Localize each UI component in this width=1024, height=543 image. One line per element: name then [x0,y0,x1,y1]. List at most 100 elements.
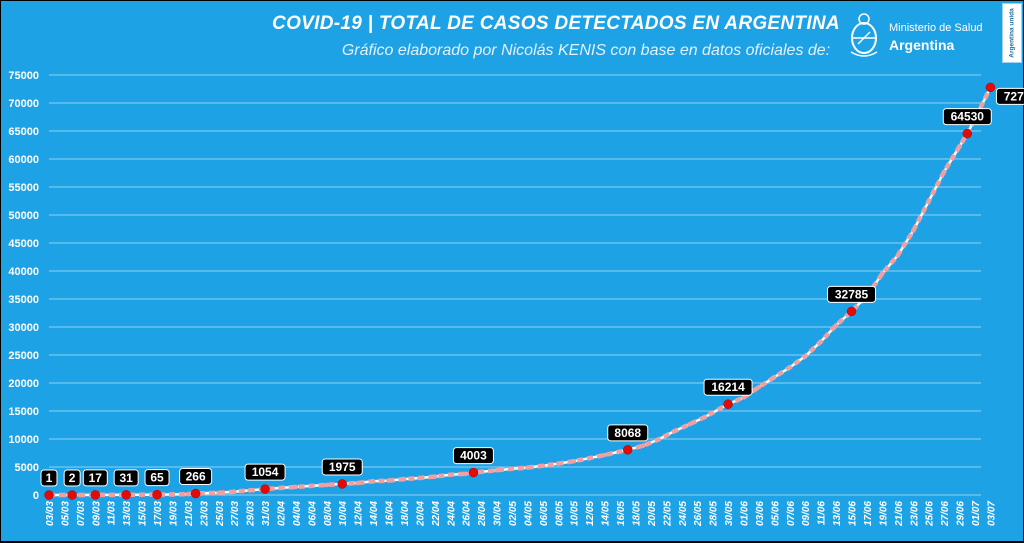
data-point [293,484,299,490]
highlight-marker [623,445,633,455]
data-point [370,479,376,484]
y-tick-label: 15000 [8,406,39,418]
x-tick-label: 03/06 [755,501,766,526]
y-tick-label: 20000 [8,378,39,390]
data-label: 4003 [460,449,487,463]
argentina-coat-of-arms-icon [850,13,878,57]
data-label-box [144,469,170,487]
data-point [957,143,962,149]
data-point [170,492,175,497]
data-point [895,253,901,258]
highlight-marker [985,82,996,93]
x-tick-label: 03/07 [986,501,997,526]
y-tick-label: 55000 [8,182,39,194]
x-tick-label: 01/06 [740,501,751,526]
x-tick-label: 10/05 [570,501,581,526]
x-tick-label: 21/06 [894,501,905,527]
data-point [401,476,407,482]
y-tick-label: 65000 [8,126,39,138]
x-tick-label: 11/06 [817,501,828,526]
highlight-marker [337,479,347,489]
data-point [702,414,708,420]
data-label: 17 [89,471,103,485]
chart-title: COVID-19 | TOTAL DE CASOS DETECTADOS EN … [272,13,840,34]
data-label-box [244,463,286,481]
data-point [324,482,330,488]
chart-subtitle: Gráfico elaborado por Nicolás KENIS con … [341,42,831,59]
data-point [772,374,777,380]
data-label-box [703,378,753,396]
x-tick-label: 30/05 [724,501,735,526]
x-tick-label: 04/05 [523,501,534,526]
data-point [185,491,191,497]
data-point [247,488,252,493]
data-point [926,198,931,204]
y-tick-label: 40000 [8,266,39,278]
x-tick-label: 26/04 [462,501,473,527]
x-tick-label: 07/06 [786,501,797,526]
data-point [741,395,746,400]
x-tick-label: 16/05 [616,501,627,526]
x-tick-label: 18/04 [400,501,411,526]
highlight-marker [67,490,77,500]
y-tick-label: 45000 [8,238,39,250]
x-tick-label: 28/05 [709,501,720,527]
data-point [802,354,808,359]
highlight-marker [152,489,162,500]
data-label-box [179,468,213,486]
data-label-box [40,469,58,487]
highlight-marker [260,484,270,494]
x-tick-label: 29/03 [246,501,257,527]
y-tick-label: 35000 [8,294,39,306]
data-point [941,169,947,175]
data-label-box [607,424,649,442]
data-point [540,463,546,469]
x-tick-label: 05/06 [770,501,781,526]
data-point [463,471,469,477]
x-tick-label: 06/04 [307,501,318,526]
data-point [640,443,646,448]
data-label-box [321,458,363,476]
highlight-marker [190,488,201,499]
x-tick-label: 14/05 [601,501,612,526]
data-point [671,429,677,434]
data-point [447,472,453,478]
badge-text: Argentina unida [1008,8,1016,58]
x-tick-label: 22/05 [662,501,673,527]
x-tick-label: 29/06 [956,501,967,527]
x-tick-label: 21/03 [184,501,195,527]
data-point [556,461,561,466]
data-label-box [942,108,992,126]
data-label-box [63,469,81,487]
x-tick-label: 09/06 [801,501,812,526]
x-tick-label: 18/05 [631,501,642,526]
x-tick-label: 27/06 [940,501,951,527]
data-point [216,490,222,496]
x-tick-label: 20/05 [647,501,658,527]
x-tick-label: 20/04 [415,501,426,527]
data-label-box [82,469,108,487]
x-tick-label: 24/05 [678,501,689,527]
x-tick-label: 14/04 [369,501,380,526]
x-tick-label: 09/03 [91,501,102,526]
y-tick-label: 10000 [8,434,39,446]
data-point [910,228,916,233]
x-tick-label: 13/06 [832,501,843,526]
x-tick-label: 10/04 [338,501,349,526]
data-point [787,365,793,370]
data-point [656,437,661,442]
x-tick-label: 24/04 [446,501,457,527]
data-point [231,489,237,495]
logo-country-text: Argentina [889,37,955,53]
x-tick-label: 30/04 [493,501,504,526]
x-tick-label: 01/07 [971,501,982,526]
y-tick-label: 30000 [8,322,39,334]
y-tick-label: 70000 [8,98,39,110]
highlight-marker [962,128,973,139]
highlight-marker [468,467,479,478]
data-label-box [827,285,877,303]
x-tick-label: 02/04 [277,501,288,526]
data-point [687,421,692,427]
